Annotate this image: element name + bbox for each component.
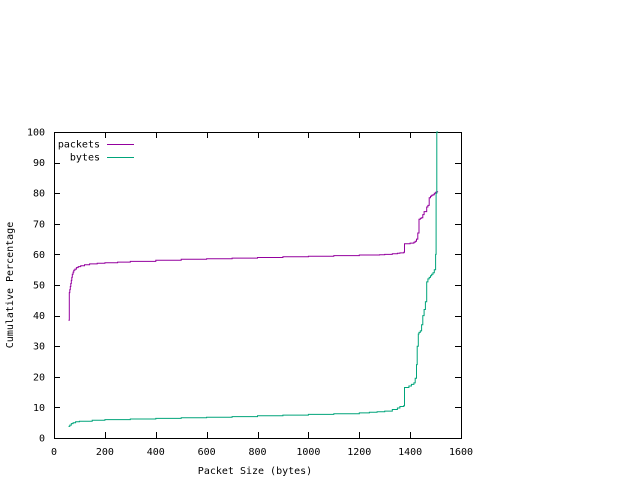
y-axis-label: Cumulative Percentage xyxy=(5,222,16,348)
series-line-packets xyxy=(68,191,439,321)
y-tick-label: 60 xyxy=(33,250,45,261)
plot-frame xyxy=(54,132,462,439)
x-tick-label: 200 xyxy=(96,447,114,458)
x-tick-label: 1200 xyxy=(347,447,371,458)
y-tick-label: 80 xyxy=(33,189,45,200)
y-tick-label: 20 xyxy=(33,372,45,383)
x-tick-label: 600 xyxy=(198,447,216,458)
y-tick-label: 40 xyxy=(33,311,45,322)
y-tick-label: 0 xyxy=(39,434,45,445)
legend: packets bytes xyxy=(58,140,134,164)
x-tick-label: 1600 xyxy=(449,447,473,458)
y-tick-label: 30 xyxy=(33,342,45,353)
series-line-bytes xyxy=(68,131,439,427)
x-tick-label: 400 xyxy=(147,447,165,458)
legend-label-bytes: bytes xyxy=(70,153,100,164)
x-tick-label: 1000 xyxy=(296,447,320,458)
y-tick-label: 50 xyxy=(33,281,45,292)
y-tick-label: 100 xyxy=(27,128,45,139)
tick-labels: 0 200 400 600 800 1000 1200 1400 1600 0 10 20 30 40 50… xyxy=(27,128,473,459)
x-axis-label: Packet Size (bytes) xyxy=(198,466,312,477)
x-tick-label: 1400 xyxy=(398,447,422,458)
y-tick-label: 10 xyxy=(33,403,45,414)
x-tick-label: 800 xyxy=(248,447,266,458)
axis-ticks xyxy=(54,132,462,439)
y-tick-label: 70 xyxy=(33,219,45,230)
y-tick-label: 90 xyxy=(33,158,45,169)
x-tick-label: 0 xyxy=(51,447,57,458)
series-lines xyxy=(68,131,439,427)
legend-label-packets: packets xyxy=(58,140,100,151)
